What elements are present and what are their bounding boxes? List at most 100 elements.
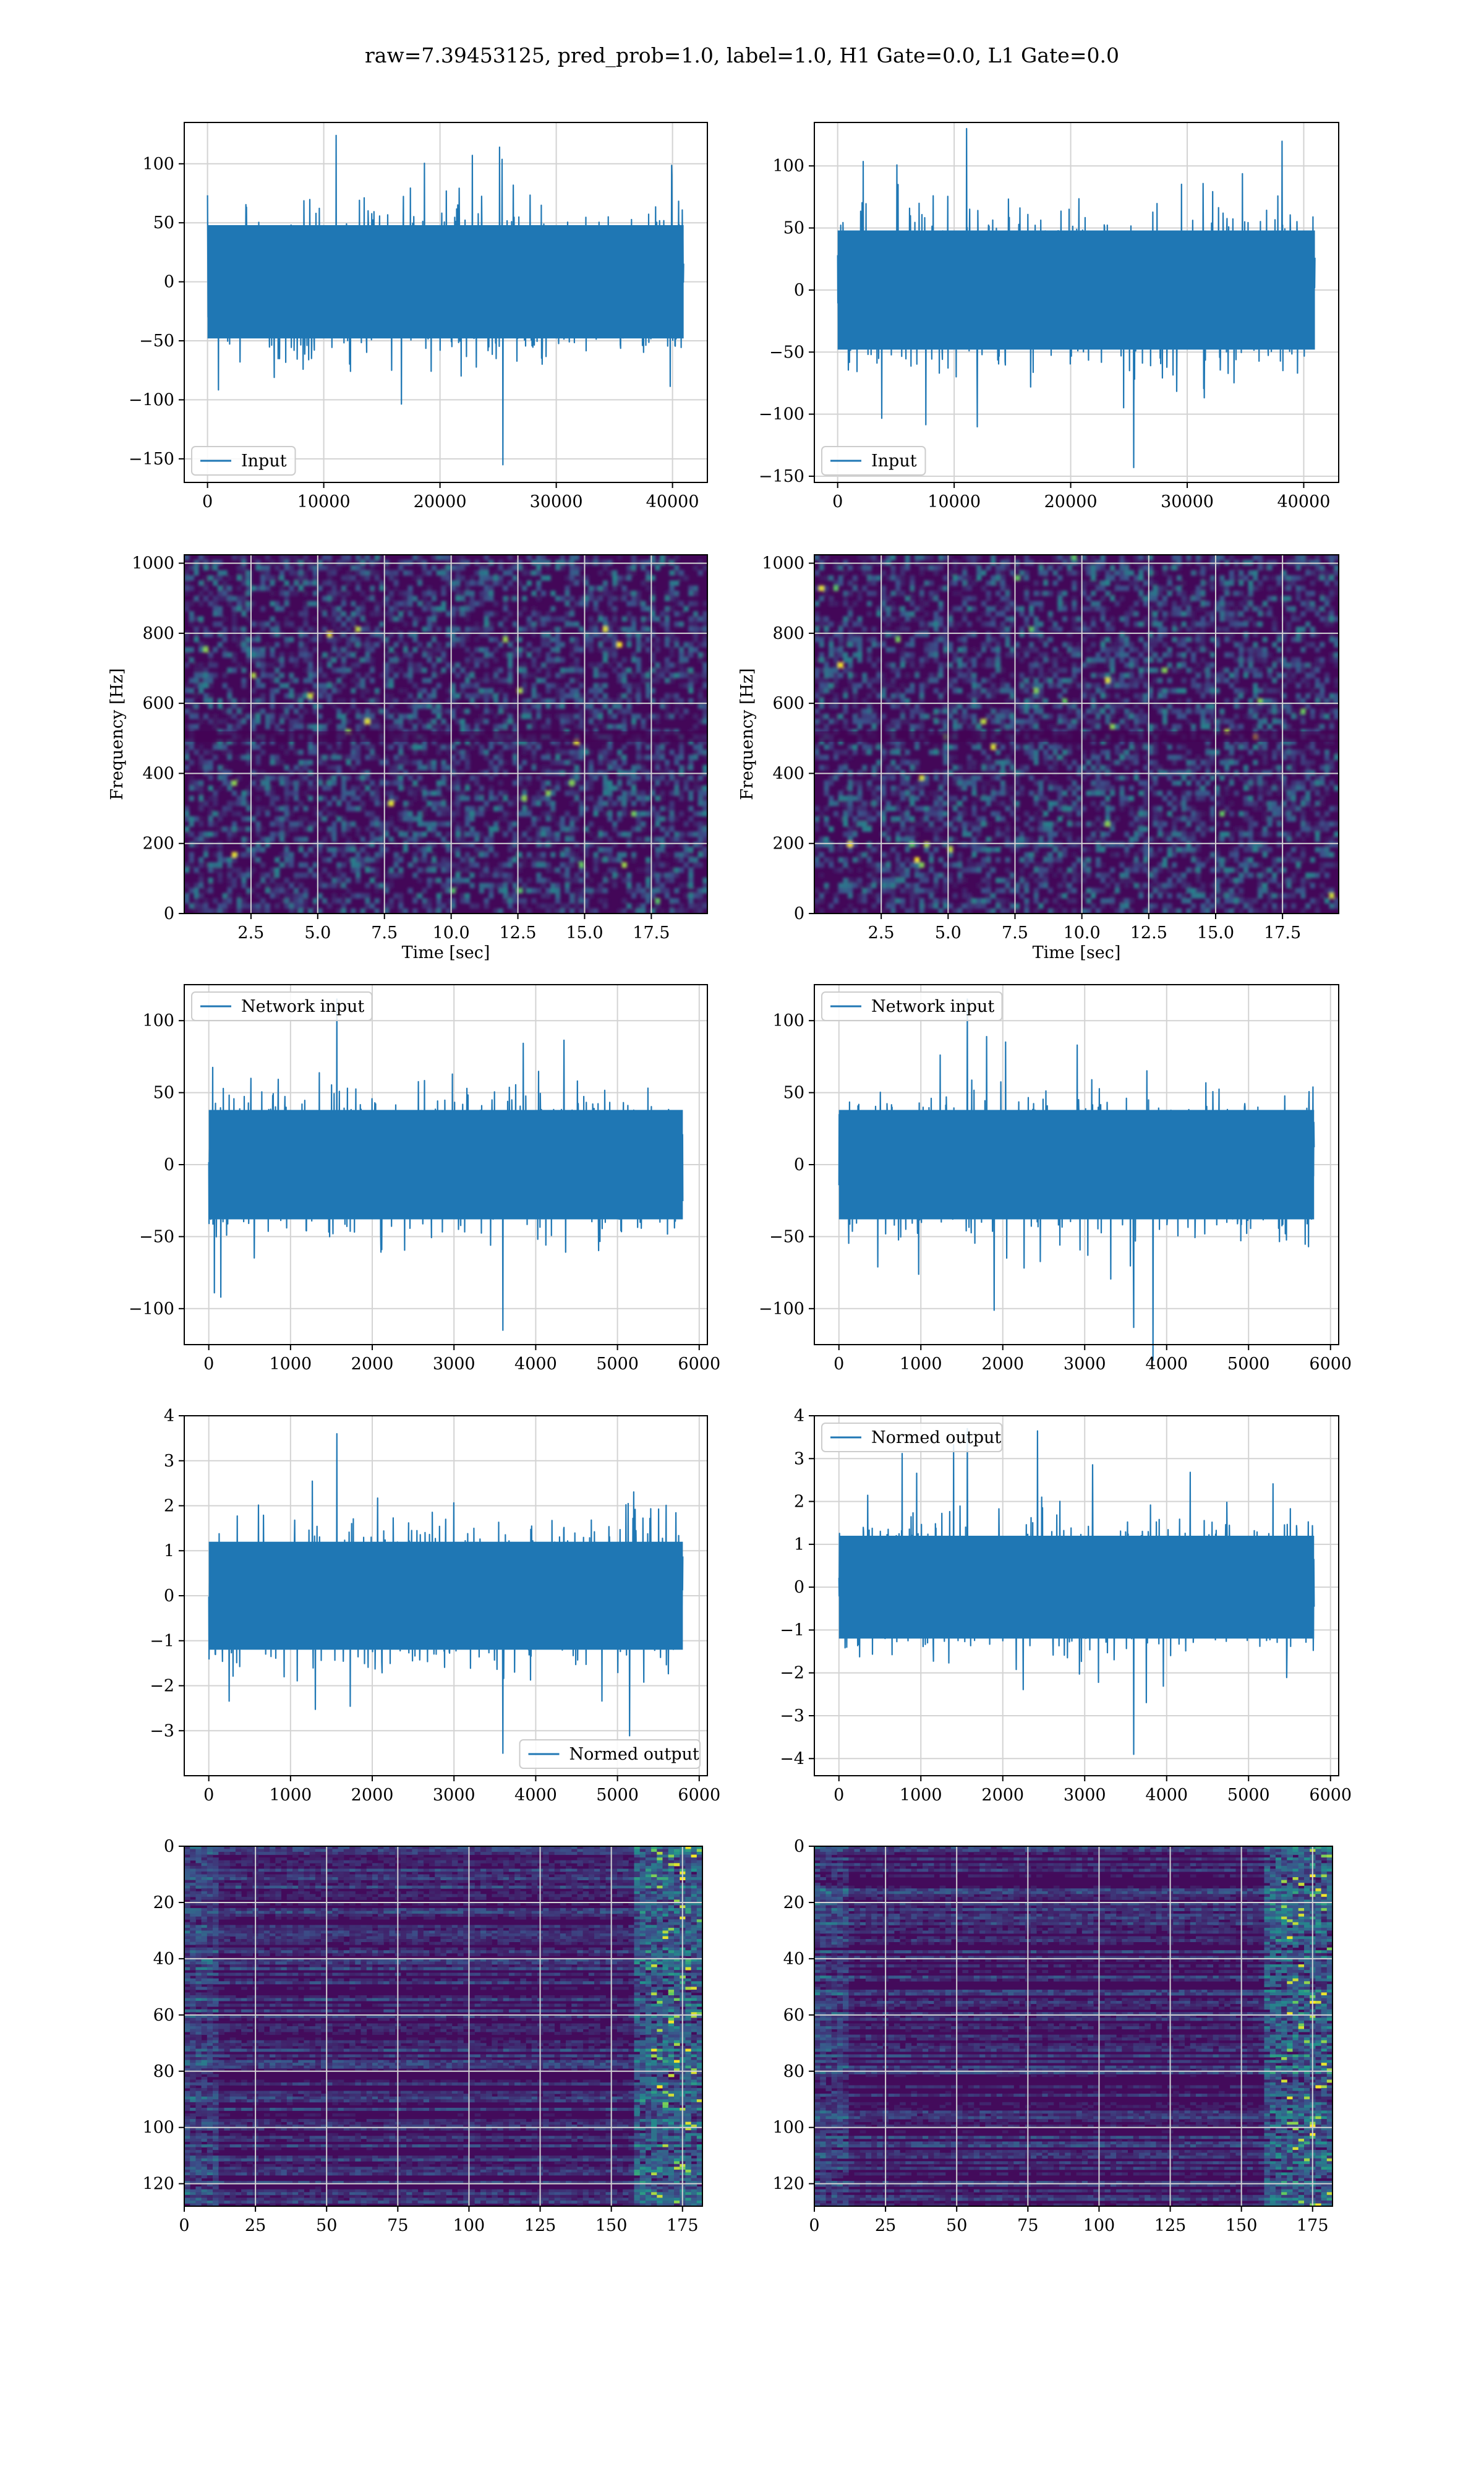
input-l1-series-band <box>838 231 1315 350</box>
spectrogram-l1-xtick-label-3: 10.0 <box>1064 923 1101 943</box>
spectrogram-h1-xtick-label-5: 15.0 <box>566 923 603 943</box>
feature-map-h1-ytick-label-2: 40 <box>153 1950 174 1969</box>
spectrogram-l1-xtick-label-6: 17.5 <box>1264 923 1301 943</box>
input-l1-xtick-label-3: 30000 <box>1161 492 1214 511</box>
feature-map-l1-image <box>814 1846 1333 2207</box>
feature-map-h1-ytick-label-3: 60 <box>153 2006 174 2025</box>
feature-map-h1-ytick-label-4: 80 <box>153 2062 174 2081</box>
normed-output-h1-xtick-label-2: 2000 <box>351 1786 394 1805</box>
network-input-h1-ytick-label-0: −100 <box>129 1299 174 1319</box>
normed-output-l1-xtick-label-2: 2000 <box>981 1786 1024 1805</box>
spectrogram-h1-xtick-label-2: 7.5 <box>371 923 398 943</box>
input-l1-ytick-label-1: −100 <box>759 405 804 424</box>
spectrogram-h1-ytick-label-3: 600 <box>142 694 174 713</box>
input-h1-xtick-label-4: 40000 <box>646 492 699 511</box>
feature-map-l1-xtick-label-5: 125 <box>1154 2216 1187 2235</box>
input-h1-ytick-label-4: 50 <box>153 213 174 233</box>
feature-map-h1-ytick-label-5: 100 <box>142 2118 174 2138</box>
feature-map-l1-ytick-label-2: 40 <box>783 1950 804 1969</box>
feature-map-l1-ytick-label-4: 80 <box>783 2062 804 2081</box>
network-input-h1-xtick-label-2: 2000 <box>351 1355 394 1374</box>
normed-output-h1-legend-label: Normed output <box>569 1745 699 1764</box>
network-input-l1-legend-label: Network input <box>871 997 994 1016</box>
input-h1-ytick-label-3: 0 <box>164 273 174 292</box>
normed-output-l1-xtick-label-3: 3000 <box>1064 1786 1106 1805</box>
normed-output-l1-xtick-label-4: 4000 <box>1145 1786 1188 1805</box>
network-input-h1-legend: Network input <box>192 992 372 1021</box>
spectrogram-l1-xtick-label-2: 7.5 <box>1002 923 1028 943</box>
network-input-h1-xtick-label-5: 5000 <box>596 1355 639 1374</box>
input-h1-ytick-label-1: −100 <box>129 390 174 409</box>
normed-output-h1-ytick-label-4: 1 <box>164 1541 174 1560</box>
normed-output-l1-xtick-label-6: 6000 <box>1309 1786 1352 1805</box>
normed-output-l1-ytick-label-1: −3 <box>780 1706 804 1726</box>
input-l1-ytick-label-4: 50 <box>783 219 804 238</box>
spectrogram-l1-ytick-label-0: 0 <box>794 904 804 923</box>
normed-output-h1-ytick-label-7: 4 <box>164 1406 174 1426</box>
input-h1-series-band <box>208 225 684 338</box>
normed-output-l1-ytick-label-0: −4 <box>780 1749 804 1768</box>
spectrogram-l1-panel: 2.5 5.0 7.5 10.0 12.5 15.0 17.5020040060080010… <box>738 554 1339 962</box>
normed-output-h1-xtick-label-5: 5000 <box>596 1786 639 1805</box>
feature-map-h1-xtick-label-2: 50 <box>316 2216 337 2235</box>
network-input-l1-ytick-label-3: 50 <box>783 1084 804 1103</box>
input-h1-panel: 0 10000 20000 30000 40000−150−100−50050100In… <box>129 122 707 511</box>
input-h1-xtick-label-1: 10000 <box>297 492 351 511</box>
normed-output-h1-xtick-label-1: 1000 <box>269 1786 312 1805</box>
network-input-l1-ytick-label-0: −100 <box>759 1299 804 1319</box>
normed-output-h1-xtick-label-6: 6000 <box>678 1786 720 1805</box>
normed-output-l1-ytick-label-6: 2 <box>794 1492 804 1512</box>
network-input-h1-ytick-label-3: 50 <box>153 1084 174 1103</box>
feature-map-h1-xtick-label-5: 125 <box>524 2216 556 2235</box>
feature-map-l1-xtick-label-4: 100 <box>1083 2216 1115 2235</box>
network-input-h1-xtick-label-3: 3000 <box>433 1355 475 1374</box>
input-l1-panel: 0 10000 20000 30000 40000−150−100−50050100In… <box>759 122 1339 511</box>
network-input-l1-xtick-label-3: 3000 <box>1064 1355 1106 1374</box>
input-l1-legend: Input <box>822 447 926 475</box>
network-input-l1-xtick-label-4: 4000 <box>1145 1355 1188 1374</box>
spectrogram-l1-xlabel: Time [sec] <box>1033 943 1121 962</box>
normed-output-l1-panel: 0 1000 2000 3000 4000 5000 6000−4−3−2−101234No… <box>780 1406 1352 1805</box>
feature-map-h1-ytick-label-6: 120 <box>142 2175 174 2194</box>
network-input-l1-legend: Network input <box>822 992 1002 1021</box>
spectrogram-h1-xtick-label-4: 12.5 <box>499 923 536 943</box>
input-l1-ytick-label-3: 0 <box>794 281 804 300</box>
normed-output-h1-xtick-label-0: 0 <box>203 1786 214 1805</box>
spectrogram-l1-xtick-label-5: 15.0 <box>1197 923 1234 943</box>
network-input-l1-ytick-label-4: 100 <box>772 1011 804 1030</box>
feature-map-l1-xtick-label-7: 175 <box>1297 2216 1329 2235</box>
network-input-h1-ytick-label-2: 0 <box>164 1155 174 1175</box>
feature-map-h1-xtick-label-6: 150 <box>595 2216 628 2235</box>
normed-output-h1-ytick-label-0: −3 <box>150 1721 174 1740</box>
feature-map-l1-ytick-label-1: 20 <box>783 1893 804 1912</box>
network-input-l1-panel: 0 1000 2000 3000 4000 5000 6000−100−50050100Ne… <box>759 985 1352 1374</box>
input-h1-ytick-label-5: 100 <box>142 155 174 174</box>
normed-output-h1-xtick-label-4: 4000 <box>514 1786 557 1805</box>
network-input-l1-ytick-label-1: −50 <box>769 1227 804 1246</box>
spectrogram-l1-ylabel: Frequency [Hz] <box>738 668 757 800</box>
spectrogram-l1-image <box>814 555 1339 914</box>
feature-map-l1-xtick-label-0: 0 <box>809 2216 819 2235</box>
feature-map-l1-xtick-label-3: 75 <box>1017 2216 1038 2235</box>
network-input-l1-ytick-label-2: 0 <box>794 1155 804 1175</box>
input-l1-ytick-label-2: −50 <box>769 343 804 362</box>
normed-output-l1-ytick-label-8: 4 <box>794 1406 804 1426</box>
spectrogram-h1-xtick-label-1: 5.0 <box>304 923 331 943</box>
normed-output-l1-legend-label: Normed output <box>871 1428 1001 1447</box>
feature-map-h1-xtick-label-4: 100 <box>453 2216 485 2235</box>
spectrogram-h1-ytick-label-2: 400 <box>142 764 174 783</box>
feature-map-l1-ytick-label-0: 0 <box>794 1837 804 1856</box>
normed-output-h1-legend: Normed output <box>520 1740 701 1768</box>
input-h1-legend-label: Input <box>241 452 287 471</box>
feature-map-h1-xtick-label-3: 75 <box>387 2216 408 2235</box>
feature-map-h1-xtick-label-7: 175 <box>667 2216 699 2235</box>
network-input-h1-xtick-label-4: 4000 <box>514 1355 557 1374</box>
spectrogram-h1-ylabel: Frequency [Hz] <box>108 668 127 800</box>
input-l1-ytick-label-0: −150 <box>759 467 804 486</box>
normed-output-l1-xtick-label-5: 5000 <box>1227 1786 1270 1805</box>
feature-map-l1-ytick-label-5: 100 <box>772 2118 804 2138</box>
spectrogram-l1-ytick-label-3: 600 <box>772 694 804 713</box>
